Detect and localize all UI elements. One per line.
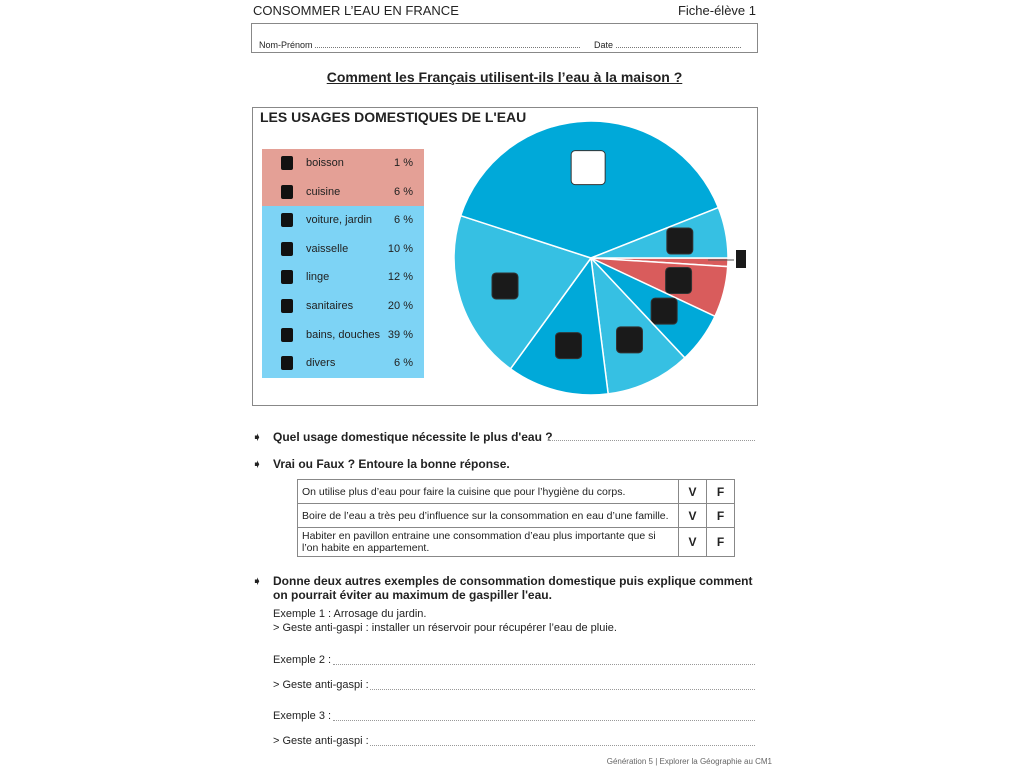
tap-icon xyxy=(281,356,293,371)
dish-sponge-icon xyxy=(615,326,643,354)
pie-slice-divers xyxy=(590,206,729,259)
arrow-bullet-icon: ➧ xyxy=(252,574,263,588)
legend-item: voiture, jardin 6 % xyxy=(262,206,424,235)
legend-item: boisson 1 % xyxy=(262,149,424,178)
chart-title: LES USAGES DOMESTIQUES DE L'EAU xyxy=(260,109,527,125)
false-option[interactable]: F xyxy=(706,503,735,528)
arrow-bullet-icon: ➧ xyxy=(252,457,263,471)
identity-box: Nom-Prénom Date xyxy=(251,23,758,53)
question-3-line-2: on pourrait éviter au maximum de gaspill… xyxy=(273,588,552,602)
legend-value: 6 % xyxy=(394,214,413,227)
true-option[interactable]: V xyxy=(678,503,707,528)
toilet-icon xyxy=(491,272,519,300)
legend-item: linge 12 % xyxy=(262,263,424,292)
gesture-2-label: > Geste anti-gaspi : xyxy=(273,679,369,691)
sheet-number: Fiche-élève 1 xyxy=(677,3,756,18)
toilet-icon xyxy=(281,299,293,313)
false-option[interactable]: F xyxy=(706,527,735,557)
pie-slice-sanitaires xyxy=(453,214,593,370)
pie-slice-linge xyxy=(509,256,610,396)
gesture-3-field[interactable] xyxy=(370,745,755,746)
legend-value: 6 % xyxy=(394,185,413,198)
gesture-2-field[interactable] xyxy=(370,689,755,690)
statement: Boire de l’eau a très peu d’influence su… xyxy=(297,503,679,528)
example-2-label: Exemple 2 : xyxy=(273,654,332,666)
table-row: Boire de l’eau a très peu d’influence su… xyxy=(297,503,735,528)
legend-item: bains, douches 39 % xyxy=(262,320,424,350)
example-3-field[interactable] xyxy=(333,720,755,721)
glass-icon xyxy=(736,250,746,268)
table-row: On utilise plus d’eau pour faire la cuis… xyxy=(297,479,735,504)
pie-chart xyxy=(453,120,746,396)
washing-machine-icon xyxy=(555,332,583,360)
watering-can-icon xyxy=(281,213,293,228)
watering-can-icon xyxy=(650,297,678,325)
legend-label: cuisine xyxy=(306,185,341,198)
date-field[interactable] xyxy=(615,39,741,48)
gesture-1: > Geste anti-gaspi : installer un réserv… xyxy=(273,622,617,634)
washing-machine-icon xyxy=(281,270,293,285)
name-label: Nom-Prénom xyxy=(259,40,313,50)
legend-item: vaisselle 10 % xyxy=(262,234,424,264)
table-row: Habiter en pavillon entraine une consomm… xyxy=(297,527,735,557)
legend-value: 12 % xyxy=(387,271,413,284)
statement: Habiter en pavillon entraine une consomm… xyxy=(297,527,679,557)
name-field[interactable] xyxy=(315,39,581,48)
worksheet-subject: CONSOMMER L’EAU EN FRANCE xyxy=(253,3,459,18)
statement: On utilise plus d’eau pour faire la cuis… xyxy=(297,479,679,504)
pie-slice-bains-douches xyxy=(459,120,720,259)
glass-icon xyxy=(281,156,293,170)
pie-slice-vaisselle xyxy=(589,255,686,395)
question-2: Vrai ou Faux ? Entoure la bonne réponse. xyxy=(273,457,510,471)
question-3-line-1: Donne deux autres exemples de consommati… xyxy=(273,574,753,588)
gesture-3-label: > Geste anti-gaspi : xyxy=(273,735,369,747)
shower-icon xyxy=(570,150,606,186)
dish-sponge-icon xyxy=(281,241,293,256)
false-option[interactable]: F xyxy=(706,479,735,504)
legend-item: cuisine 6 % xyxy=(262,177,424,207)
legend-value: 10 % xyxy=(387,242,413,255)
legend-item: divers 6 % xyxy=(262,349,424,378)
legend-label: sanitaires xyxy=(306,300,354,312)
legend-label: bains, douches xyxy=(306,328,380,341)
tap-icon xyxy=(666,227,694,255)
chart-frame xyxy=(252,107,758,406)
footer: Génération 5 | Explorer la Géographie au… xyxy=(606,757,772,766)
pot-icon xyxy=(281,184,293,199)
legend-value: 6 % xyxy=(394,357,413,370)
example-2-field[interactable] xyxy=(333,664,755,665)
chart-legend: boisson 1 % cuisine 6 % voiture, jardin … xyxy=(262,149,424,378)
true-option[interactable]: V xyxy=(678,527,707,557)
arrow-bullet-icon: ➧ xyxy=(252,430,263,444)
date-label: Date xyxy=(594,40,614,50)
legend-value: 39 % xyxy=(387,328,413,341)
true-option[interactable]: V xyxy=(678,479,707,504)
legend-item: sanitaires 20 % xyxy=(262,292,424,321)
legend-label: divers xyxy=(306,357,336,370)
shower-icon xyxy=(281,327,293,342)
page-title: Comment les Français utilisent-ils l’eau… xyxy=(326,69,683,85)
pot-icon xyxy=(665,266,693,294)
example-1: Exemple 1 : Arrosage du jardin. xyxy=(273,608,427,620)
legend-value: 20 % xyxy=(387,300,413,312)
legend-label: voiture, jardin xyxy=(306,214,373,227)
answer-line-1[interactable] xyxy=(548,440,755,441)
example-3-label: Exemple 3 : xyxy=(273,710,332,722)
legend-label: linge xyxy=(306,271,330,284)
question-1: Quel usage domestique nécessite le plus … xyxy=(273,430,553,444)
legend-label: boisson xyxy=(306,157,344,169)
true-false-table: On utilise plus d’eau pour faire la cuis… xyxy=(297,479,735,557)
legend-label: vaisselle xyxy=(306,242,349,255)
legend-value: 1 % xyxy=(394,157,413,169)
